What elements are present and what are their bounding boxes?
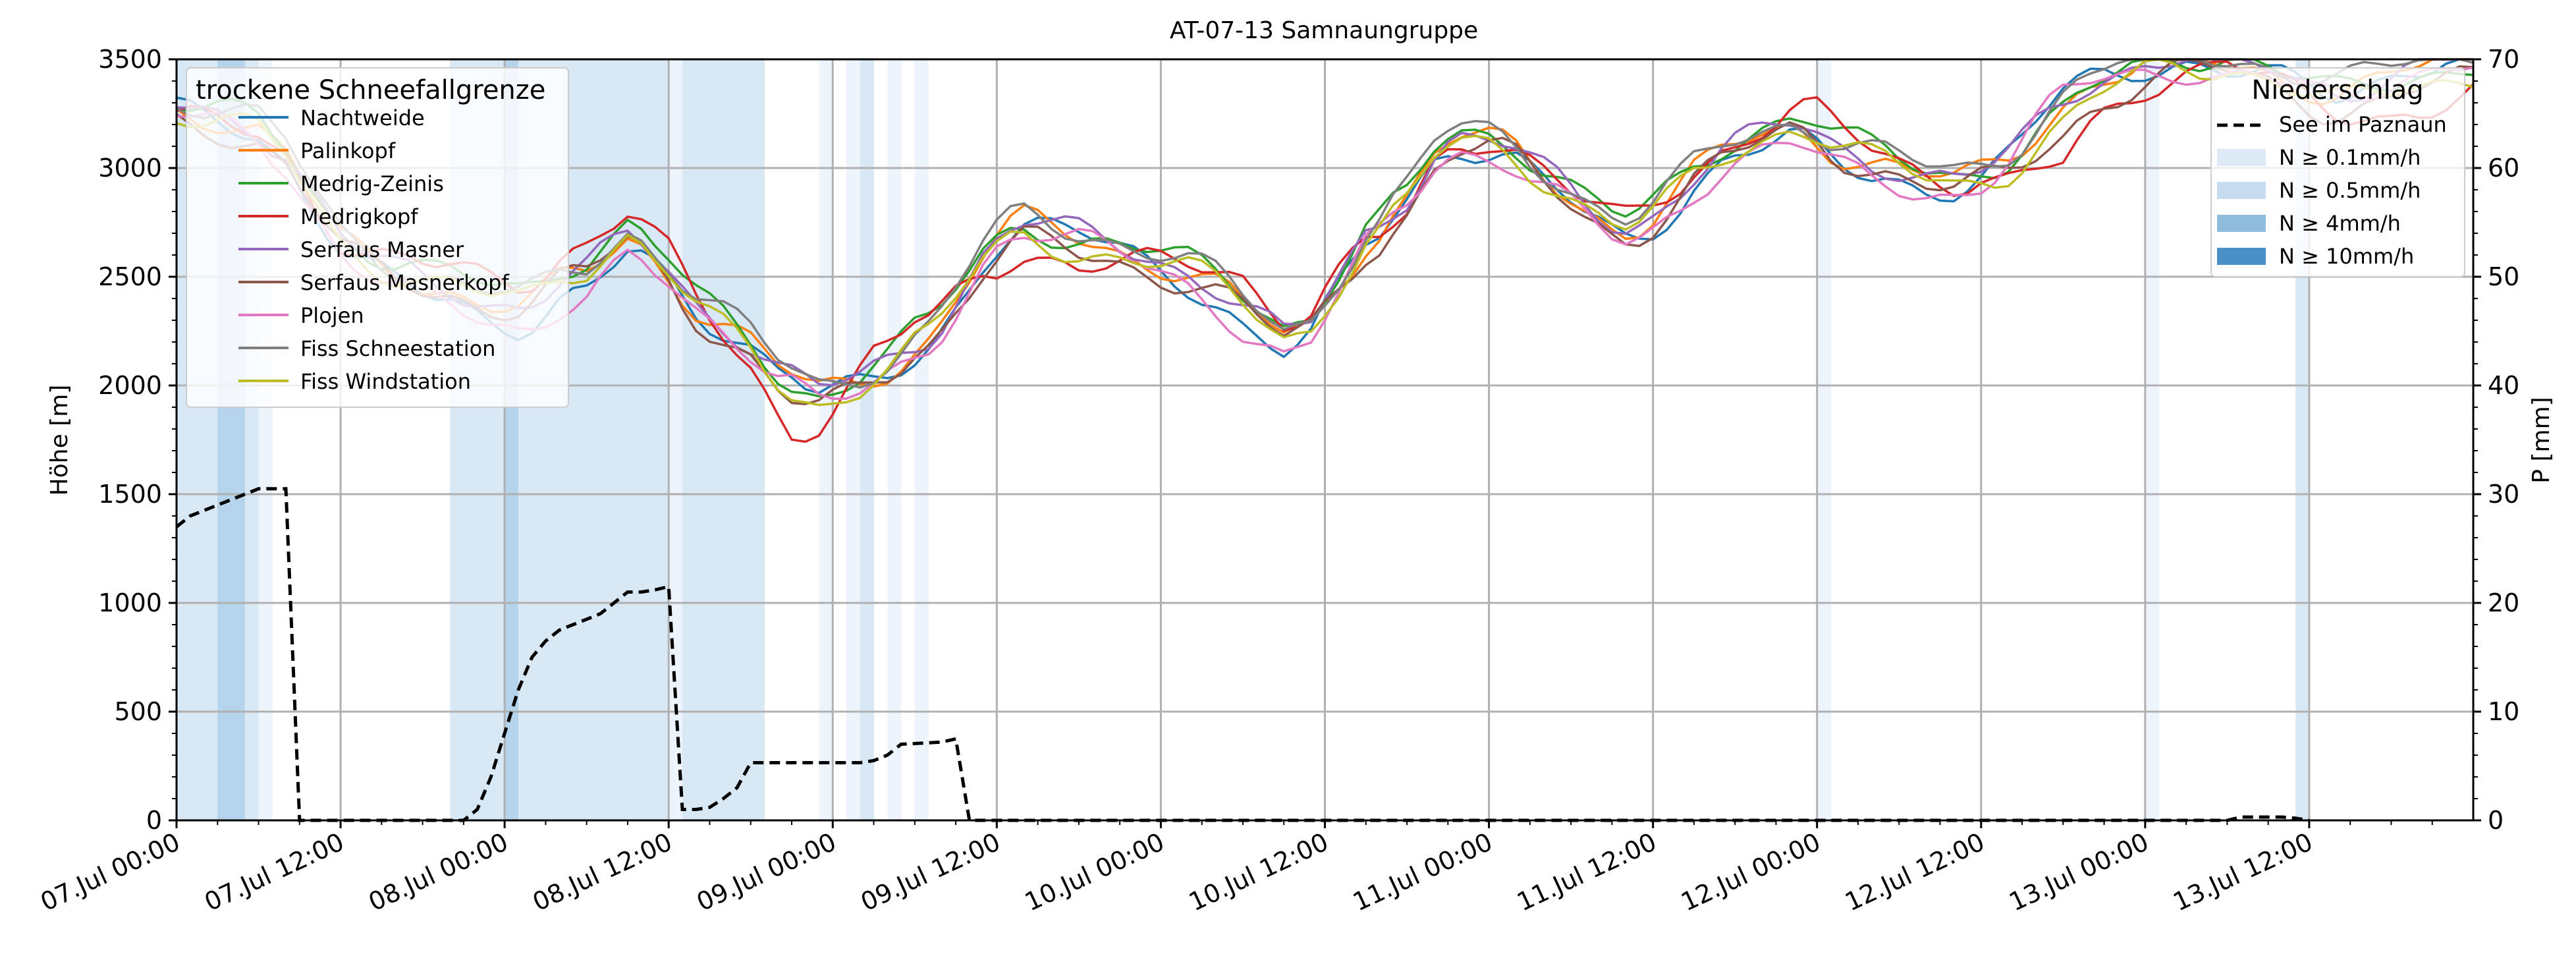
- precip-band: [586, 59, 601, 820]
- legend-entry: Medrigkopf: [300, 204, 418, 229]
- precip-band: [682, 59, 697, 820]
- legend-entry: N ≥ 4mm/h: [2279, 211, 2401, 236]
- y2-tick-label: 70: [2488, 45, 2519, 74]
- legend-swatch: [2217, 215, 2266, 232]
- y2-tick-label: 10: [2488, 697, 2519, 726]
- legend-entry: N ≥ 0.1mm/h: [2279, 145, 2421, 170]
- legend-entry: Palinkopf: [300, 138, 396, 163]
- y2-tick-label: 30: [2488, 480, 2519, 509]
- precip-band: [572, 59, 588, 820]
- y2-tick-label: 0: [2488, 806, 2504, 835]
- chart-title: AT-07-13 Samnaungruppe: [1170, 17, 1478, 44]
- precip-band: [655, 59, 669, 820]
- precip-band: [860, 59, 875, 820]
- legend-entry: Nachtweide: [300, 105, 425, 130]
- legend-entry: Serfaus Masnerkopf: [300, 270, 509, 295]
- legend-entry: Fiss Windstation: [300, 369, 471, 394]
- y-tick-label: 500: [114, 697, 162, 726]
- precip-band: [627, 59, 642, 820]
- precip-band: [846, 59, 861, 820]
- precip-band: [736, 59, 752, 820]
- legend-swatch: [2217, 149, 2266, 166]
- y2-tick-label: 40: [2488, 371, 2519, 400]
- legend-entry: Fiss Schneestation: [300, 336, 495, 361]
- legend-title: trockene Schneefallgrenze: [196, 75, 545, 105]
- see-im-paznaun-line: [175, 487, 2310, 822]
- precip-band: [696, 59, 710, 820]
- y-tick-label: 3500: [98, 45, 162, 74]
- y2-axis-label: P [mm]: [2528, 397, 2555, 483]
- y2-tick-label: 60: [2488, 154, 2519, 183]
- y-tick-label: 3000: [98, 154, 162, 183]
- legend-frame: [186, 67, 569, 408]
- y2-tick-label: 20: [2488, 588, 2519, 617]
- precip-band: [641, 59, 655, 820]
- precip-band: [819, 59, 833, 820]
- y-axis-label: Höhe [m]: [46, 385, 73, 496]
- y-tick-label: 1000: [98, 588, 162, 617]
- legend-swatch: [2217, 182, 2266, 199]
- legend-title: Niederschlag: [2251, 75, 2423, 105]
- y-tick-label: 2500: [98, 262, 162, 291]
- legend-entry: N ≥ 0.5mm/h: [2279, 178, 2421, 203]
- precip-band: [2145, 59, 2160, 820]
- precip-band: [1817, 59, 1831, 820]
- legend-entry: Plojen: [300, 303, 364, 328]
- precip-band: [914, 59, 929, 820]
- legend-entry: N ≥ 10mm/h: [2279, 244, 2414, 269]
- precip-band: [723, 59, 738, 820]
- precip-band: [750, 59, 765, 820]
- legend-precipitation: Niederschlag See im Paznaun N ≥ 0.1mm/h N ≥…: [2210, 67, 2465, 277]
- legend-frame: [2210, 67, 2465, 277]
- y2-tick-label: 50: [2488, 262, 2519, 291]
- legend-entry: See im Paznaun: [2279, 112, 2447, 137]
- legend-swatch: [2217, 248, 2266, 265]
- y-tick-label: 1500: [98, 480, 162, 509]
- precip-band: [709, 59, 724, 820]
- precip-band: [614, 59, 628, 820]
- precip-band: [600, 59, 615, 820]
- y-tick-label: 0: [146, 806, 162, 835]
- legend-entry: Serfaus Masner: [300, 237, 464, 262]
- precip-band: [887, 59, 902, 820]
- y-tick-label: 2000: [98, 371, 162, 400]
- legend-entry: Medrig-Zeinis: [300, 171, 444, 196]
